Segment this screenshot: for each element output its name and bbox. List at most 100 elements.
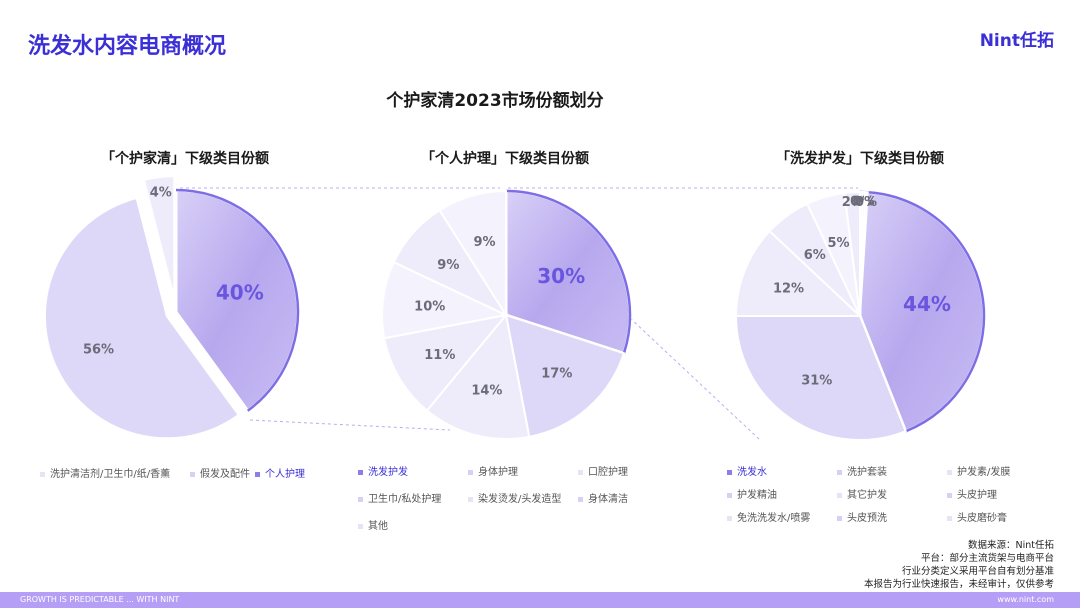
pie-2-title: 「个人护理」下级类目份额 [421, 151, 589, 167]
pie-slice [504, 313, 626, 438]
note-line: 本报告为行业快速报告，未经审计，仅供参考 [863, 579, 1054, 590]
pie-value-label: 9% [474, 235, 496, 250]
pie-slice [425, 312, 531, 440]
pie-value-label: 0% [855, 195, 877, 210]
legend-label: 身体清洁 [588, 494, 628, 505]
legend-label: 染发烫发/头发造型 [478, 494, 562, 505]
note-line: 数据来源：Nint任拓 [968, 540, 1054, 551]
footer-band: GROWTH IS PREDICTABLE ... WITH NINT www.… [0, 592, 1080, 608]
legend-swatch [468, 469, 473, 475]
legend-label: 口腔护理 [588, 467, 628, 478]
legend-item: 免洗洗发水/喷雾 [727, 509, 810, 524]
legend-item: 身体护理 [468, 463, 518, 478]
legend-swatch [358, 523, 363, 529]
pie-value-label: 5% [828, 236, 850, 251]
legend-swatch [727, 515, 732, 521]
legend-item: 洗护清洁剂/卫生巾/纸/香薰 [40, 465, 170, 480]
legend-label: 身体护理 [478, 467, 518, 478]
legend-item: 身体清洁 [578, 490, 628, 505]
legend-swatch [40, 471, 45, 477]
footer-url: www.nint.com [997, 595, 1054, 604]
legend-item: 口腔护理 [578, 463, 628, 478]
legend-swatch [190, 471, 195, 477]
pie-slice [381, 260, 510, 340]
source-notes: 数据来源：Nint任拓 平台：部分主流货架与电商平台 行业分类定义采用平台自有划… [864, 539, 1054, 591]
legend-label: 头皮磨砂膏 [957, 513, 1007, 524]
legend-label: 头皮预洗 [847, 513, 887, 524]
legend-item: 个人护理 [255, 465, 305, 480]
legend-item: 头皮预洗 [837, 509, 887, 524]
pie-value-label: 0% [853, 195, 875, 210]
pie-slice [734, 229, 863, 317]
pie-2: 30% 17% 14% 11% 10% 9% 9% [381, 189, 632, 440]
legend-item: 护发素/发膜 [947, 463, 1010, 478]
legend-swatch [947, 469, 952, 475]
note-line: 行业分类定义采用平台自有划分基准 [901, 566, 1054, 577]
legend-label: 护发素/发膜 [957, 467, 1011, 478]
legend-label: 洗发水 [737, 467, 767, 478]
legend-label: 个人护理 [265, 469, 305, 480]
legend-label: 护发精油 [737, 490, 777, 501]
pie-value-label: 10% [414, 299, 445, 314]
pie-value-label: 2% [842, 195, 864, 210]
pie-slice [438, 189, 507, 319]
pie-3: 44%31%12%6%5%2%0%0%0% [734, 190, 986, 441]
legend-label: 免洗洗发水/喷雾 [737, 513, 811, 524]
legend-swatch [578, 496, 583, 502]
pie-slice [43, 196, 241, 440]
legend-label: 其他 [368, 521, 388, 532]
pie-1: 40% 56% 4% [43, 175, 300, 440]
pie-slice [383, 313, 509, 412]
legend-label: 洗护套装 [847, 467, 887, 478]
legend-label: 假发及配件 [200, 469, 250, 480]
pie-value-label: 44% [903, 292, 951, 316]
pie-3-title: 「洗发护发」下级类目份额 [776, 151, 944, 167]
legend-swatch [837, 469, 842, 475]
page-title: 洗发水内容电商概况 [28, 34, 227, 59]
pie-1-legend: 洗护清洁剂/卫生巾/纸/香薰 假发及配件 个人护理 [40, 465, 340, 485]
legend-swatch [727, 492, 732, 498]
legend-swatch [468, 496, 473, 502]
legend-item: 染发烫发/头发造型 [468, 490, 561, 505]
pie-value-label: 12% [773, 282, 804, 297]
pie-2-legend: 洗发护发 身体护理 口腔护理卫生巾/私处护理 染发烫发/头发造型 身体清洁其他 [358, 463, 698, 538]
pie-value-label: 9% [437, 258, 459, 273]
legend-item: 假发及配件 [190, 465, 250, 480]
pie-slice [859, 191, 869, 317]
legend-item: 头皮磨砂膏 [947, 509, 1007, 524]
pie-value-label: 30% [537, 264, 585, 288]
legend-swatch [255, 471, 260, 477]
legend-label: 卫生巾/私处护理 [368, 494, 442, 505]
legend-item: 洗护套装 [837, 463, 887, 478]
legend-item: 洗发水 [727, 463, 767, 478]
legend-item: 其他 [358, 517, 388, 532]
note-line: 平台：部分主流货架与电商平台 [920, 553, 1054, 564]
legend-label: 洗护清洁剂/卫生巾/纸/香薰 [50, 469, 171, 480]
highlight-outline [505, 189, 632, 354]
pie-value-label: 4% [150, 186, 172, 201]
legend-swatch [837, 492, 842, 498]
highlight-outline [175, 188, 300, 412]
legend-swatch [947, 515, 952, 521]
legend-swatch [837, 515, 842, 521]
legend-item: 其它护发 [837, 486, 887, 501]
legend-swatch [578, 469, 583, 475]
pie-3-legend: 洗发水 洗护套装 护发素/发膜护发精油 其它护发 头皮护理免洗洗发水/喷雾 头皮预洗 头皮磨… [727, 463, 1067, 528]
footer-slogan: GROWTH IS PREDICTABLE ... WITH NINT [20, 595, 180, 604]
legend-label: 头皮护理 [957, 490, 997, 501]
legend-swatch [727, 469, 732, 475]
pie-slice [142, 175, 176, 299]
legend-item: 卫生巾/私处护理 [358, 490, 441, 505]
pie-value-label: 56% [83, 342, 114, 357]
pie-value-label: 14% [471, 383, 502, 398]
pie-value-label: 31% [801, 374, 832, 389]
brand-logo: Nint任拓 [979, 31, 1054, 51]
legend-item: 护发精油 [727, 486, 777, 501]
pie-1-title: 「个护家清」下级类目份额 [101, 151, 269, 167]
pie-slice [734, 315, 907, 441]
legend-swatch [358, 469, 363, 475]
legend-item: 洗发护发 [358, 463, 408, 478]
zoom-connectors [180, 187, 858, 441]
legend-label: 其它护发 [847, 490, 887, 501]
